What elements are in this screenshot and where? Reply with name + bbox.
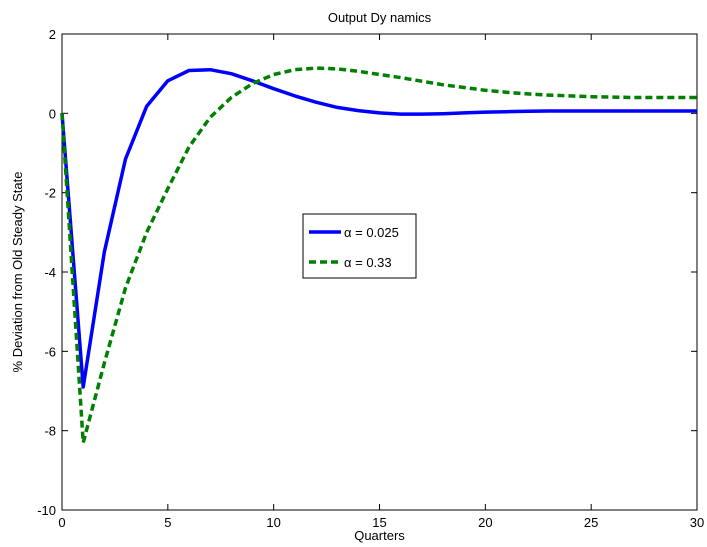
y-tick-label: 0 (49, 106, 56, 121)
y-tick-label: -2 (44, 186, 56, 201)
legend: α = 0.025 α = 0.33 (302, 213, 417, 279)
x-tick-label: 30 (690, 515, 704, 530)
chart-title: Output Dy namics (328, 10, 432, 25)
x-tick-label: 25 (584, 515, 598, 530)
x-tick-label: 10 (266, 515, 280, 530)
y-tick-label: -6 (44, 344, 56, 359)
x-tick-label: 0 (58, 515, 65, 530)
y-tick-label: -4 (44, 265, 56, 280)
series-line-1 (60, 66, 697, 445)
x-tick-label: 20 (478, 515, 492, 530)
y-tick-label: -10 (37, 503, 56, 518)
legend-label-alpha-033: α = 0.33 (344, 255, 392, 270)
series-line-0 (60, 67, 697, 389)
x-axis-title: Quarters (354, 528, 405, 543)
legend-label-alpha-0025: α = 0.025 (344, 225, 399, 240)
ticks: 0 5 10 15 20 25 30 -10 -8 -6 -4 -2 0 2 (37, 27, 704, 530)
x-tick-label: 5 (164, 515, 171, 530)
x-tick-label: 15 (372, 515, 386, 530)
legend-box (302, 213, 417, 279)
y-tick-label: 2 (49, 27, 56, 42)
y-tick-label: -8 (44, 424, 56, 439)
y-axis-title: % Deviation from Old Steady State (10, 172, 25, 373)
series-layer (60, 66, 697, 445)
